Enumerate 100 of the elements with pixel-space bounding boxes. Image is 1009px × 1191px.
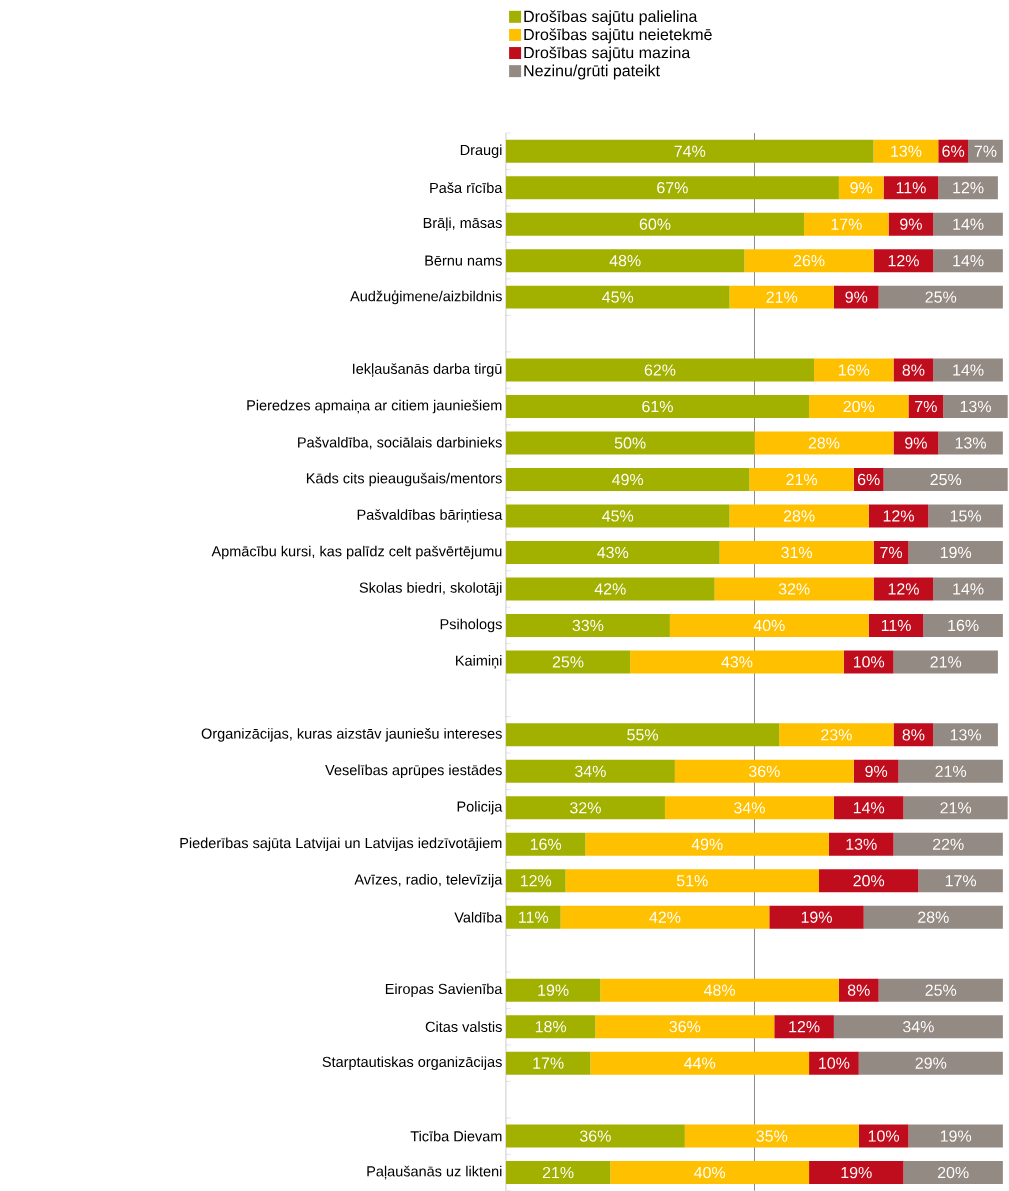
data-label: 18% — [535, 1020, 567, 1033]
bar — [838, 176, 884, 200]
data-label: 44% — [684, 1057, 716, 1069]
bar — [873, 577, 934, 601]
data-label: 42% — [594, 583, 626, 595]
bar — [774, 1015, 834, 1039]
data-label: 55% — [627, 729, 659, 741]
y-tick-label: Policija — [457, 801, 503, 815]
data-label: 43% — [721, 656, 753, 668]
y-tick-label: Paša rīcība — [430, 182, 503, 194]
bar — [610, 1161, 810, 1185]
y-tick-label: Audžuģimene/aizbildnis — [350, 290, 502, 305]
bar — [838, 978, 879, 1002]
y-tick-label: Draugi — [460, 144, 502, 158]
y-tick-label: Starptautiskas organizācijas — [322, 1056, 502, 1070]
bar — [506, 978, 601, 1002]
data-label: 48% — [704, 984, 736, 996]
data-label: 11% — [896, 182, 926, 194]
data-label: 25% — [925, 984, 957, 996]
bar — [868, 613, 924, 637]
data-label: 21% — [766, 291, 798, 303]
data-label: 13% — [891, 145, 922, 157]
data-label: 21% — [786, 473, 818, 486]
data-label: 11% — [519, 911, 549, 923]
bar — [729, 285, 834, 309]
bar — [933, 212, 1003, 236]
data-label: 25% — [552, 656, 584, 668]
bar — [873, 139, 939, 163]
data-label: 13% — [846, 838, 877, 850]
bar — [918, 869, 1003, 893]
data-label: 13% — [950, 729, 982, 741]
bar — [506, 431, 755, 455]
bar — [938, 431, 1003, 455]
data-label: 15% — [950, 510, 982, 522]
y-tick-label: Valdība — [454, 911, 503, 923]
data-label: 13% — [960, 400, 992, 413]
data-label: 61% — [642, 400, 673, 413]
data-label: 10% — [868, 1130, 900, 1142]
data-label: 7% — [915, 400, 937, 413]
bar — [506, 395, 810, 419]
data-label: 49% — [612, 473, 644, 486]
data-label: 25% — [925, 291, 957, 303]
y-tick-label: Bērnu nams — [425, 255, 502, 266]
data-label: 21% — [940, 802, 972, 814]
data-label: 28% — [808, 437, 840, 449]
bar — [933, 577, 1003, 601]
bar — [669, 613, 869, 637]
data-label: 9% — [850, 182, 873, 194]
legend-label: Drošības sajūtu palielina — [524, 10, 698, 26]
bar — [506, 1015, 596, 1039]
y-tick-label: Pašvaldības bāriņtiesa — [357, 509, 503, 523]
data-label: 33% — [572, 619, 604, 632]
y-tick-label: Iekļaušanās darba tirgū — [353, 363, 502, 377]
data-label: 14% — [853, 802, 885, 814]
data-label: 19% — [801, 911, 833, 923]
bar — [908, 395, 944, 419]
bar — [833, 796, 904, 820]
bar — [883, 468, 1008, 491]
data-label: 20% — [843, 400, 875, 413]
data-label: 50% — [614, 437, 646, 449]
bar — [858, 1051, 1003, 1075]
y-tick-label: Veselības aprūpes iestādes — [325, 764, 502, 779]
data-label: 8% — [902, 364, 925, 376]
bar — [923, 613, 1003, 637]
data-label: 32% — [570, 802, 601, 814]
bar — [506, 212, 805, 236]
legend-label: Drošības sajūtu neietekmē — [524, 28, 712, 44]
bar — [506, 577, 715, 601]
bar — [506, 1161, 611, 1185]
bar — [665, 796, 834, 820]
bar — [506, 869, 566, 893]
data-label: 14% — [953, 364, 984, 376]
data-label: 9% — [865, 765, 888, 777]
bar — [868, 504, 929, 528]
y-tick-label: Brāļi, māsas — [423, 217, 502, 231]
data-label: 8% — [847, 984, 870, 996]
bar — [843, 650, 894, 674]
bar — [883, 176, 939, 200]
data-label: 36% — [580, 1130, 611, 1142]
data-label: 9% — [845, 291, 868, 303]
y-tick-label: Psihologs — [440, 618, 502, 633]
y-tick-label: Kaimiņi — [456, 655, 502, 669]
bar — [893, 650, 998, 674]
data-label: 21% — [542, 1166, 574, 1179]
bar — [853, 759, 899, 783]
bar — [719, 540, 874, 564]
data-label: 32% — [778, 583, 810, 595]
bar — [809, 395, 909, 419]
data-label: 16% — [948, 619, 979, 632]
bar — [749, 468, 854, 491]
legend-label: Drošības sajūtu mazina — [524, 46, 691, 62]
data-label: 12% — [953, 182, 984, 194]
bar — [903, 796, 1008, 820]
data-label: 14% — [953, 583, 984, 595]
data-label: 6% — [858, 473, 880, 486]
data-label: 12% — [888, 583, 919, 595]
y-tick-label: Citas valstis — [425, 1021, 502, 1032]
data-label: 74% — [674, 145, 706, 157]
bar — [888, 212, 934, 236]
bar — [506, 504, 730, 528]
